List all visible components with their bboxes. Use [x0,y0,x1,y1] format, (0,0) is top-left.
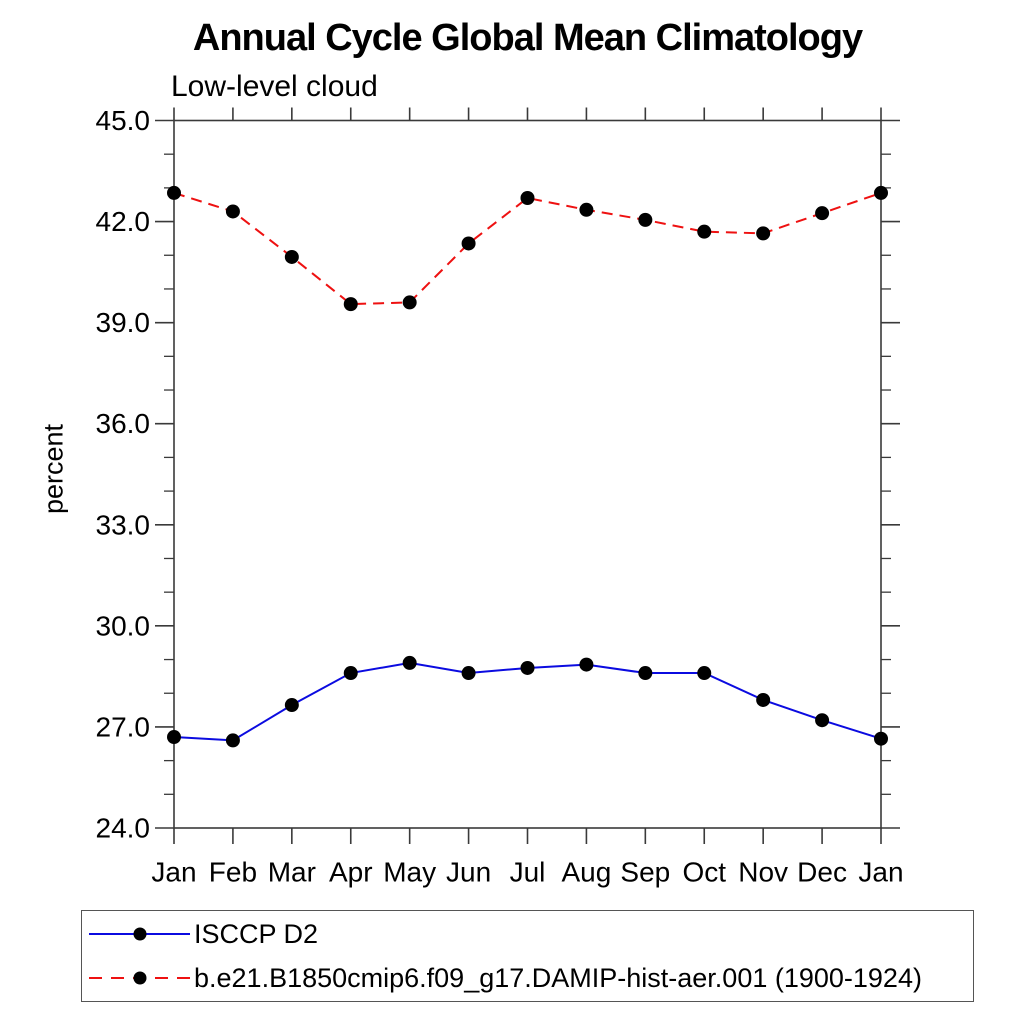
data-point-marker [225,204,240,219]
legend-item-isccp-d2: ISCCP D2 [86,912,973,956]
legend-line-sample-dashed [89,971,190,985]
y-tick-label: 36.0 [96,408,151,439]
series-line-1 [173,191,882,306]
data-point-marker [579,202,594,217]
data-point-marker [756,692,771,707]
legend-item-model-run: b.e21.B1850cmip6.f09_g17.DAMIP-hist-aer.… [86,956,973,1000]
y-tick-label: 42.0 [96,206,151,237]
data-point-marker [284,249,299,264]
data-point-marker [874,185,888,200]
x-tick-label: Nov [738,857,788,888]
x-tick-label: Dec [797,857,847,888]
data-point-marker [697,666,712,681]
data-point-marker [815,713,830,728]
y-tick-label: 39.0 [96,307,151,338]
data-point-marker [225,733,240,748]
x-tick-label: Jun [446,857,491,888]
legend-marker-dot [133,927,147,941]
data-point-marker [520,190,535,205]
x-tick-label: Jan [151,857,196,888]
x-tick-label: May [383,857,436,888]
y-tick-label: 33.0 [96,509,151,540]
data-point-marker [167,185,181,200]
y-tick-label: 45.0 [96,105,151,136]
data-point-marker [461,666,476,681]
x-tick-label: Jan [858,857,903,888]
y-tick-label: 30.0 [96,610,151,641]
data-point-marker [343,297,358,312]
x-tick-label: Sep [620,857,670,888]
legend-line-sample-solid [89,927,190,941]
y-tick-label: 27.0 [96,711,151,742]
legend-label-isccp-d2: ISCCP D2 [194,918,319,949]
data-point-marker [638,666,653,681]
data-point-marker [167,730,181,745]
x-tick-label: Apr [329,857,373,888]
x-tick-label: Aug [562,857,612,888]
data-point-marker [461,236,476,251]
plot-frame [173,119,882,829]
data-point-marker [402,295,417,310]
data-point-marker [402,655,417,670]
chart-subtitle: Low-level cloud [171,70,378,103]
data-point-marker [756,226,771,241]
chart-title: Annual Cycle Global Mean Climatology [192,17,863,59]
data-point-marker [284,698,299,713]
x-tick-label: Oct [682,857,726,888]
data-point-marker [579,657,594,672]
y-tick-label: 24.0 [96,813,151,844]
legend-box: ISCCP D2 b.e21.B1850cmip6.f09_g17.DAMIP-… [81,910,974,1002]
legend-label-model-run: b.e21.B1850cmip6.f09_g17.DAMIP-hist-aer.… [194,962,922,993]
x-tick-label: Feb [209,857,257,888]
data-point-marker [343,666,358,681]
x-tick-label: Mar [268,857,316,888]
legend-marker-dot [133,971,147,985]
data-point-marker [520,660,535,675]
data-point-marker [815,206,830,221]
data-point-marker [638,212,653,227]
data-point-marker [697,224,712,239]
data-point-marker [874,731,888,746]
x-tick-label: Jul [510,857,546,888]
